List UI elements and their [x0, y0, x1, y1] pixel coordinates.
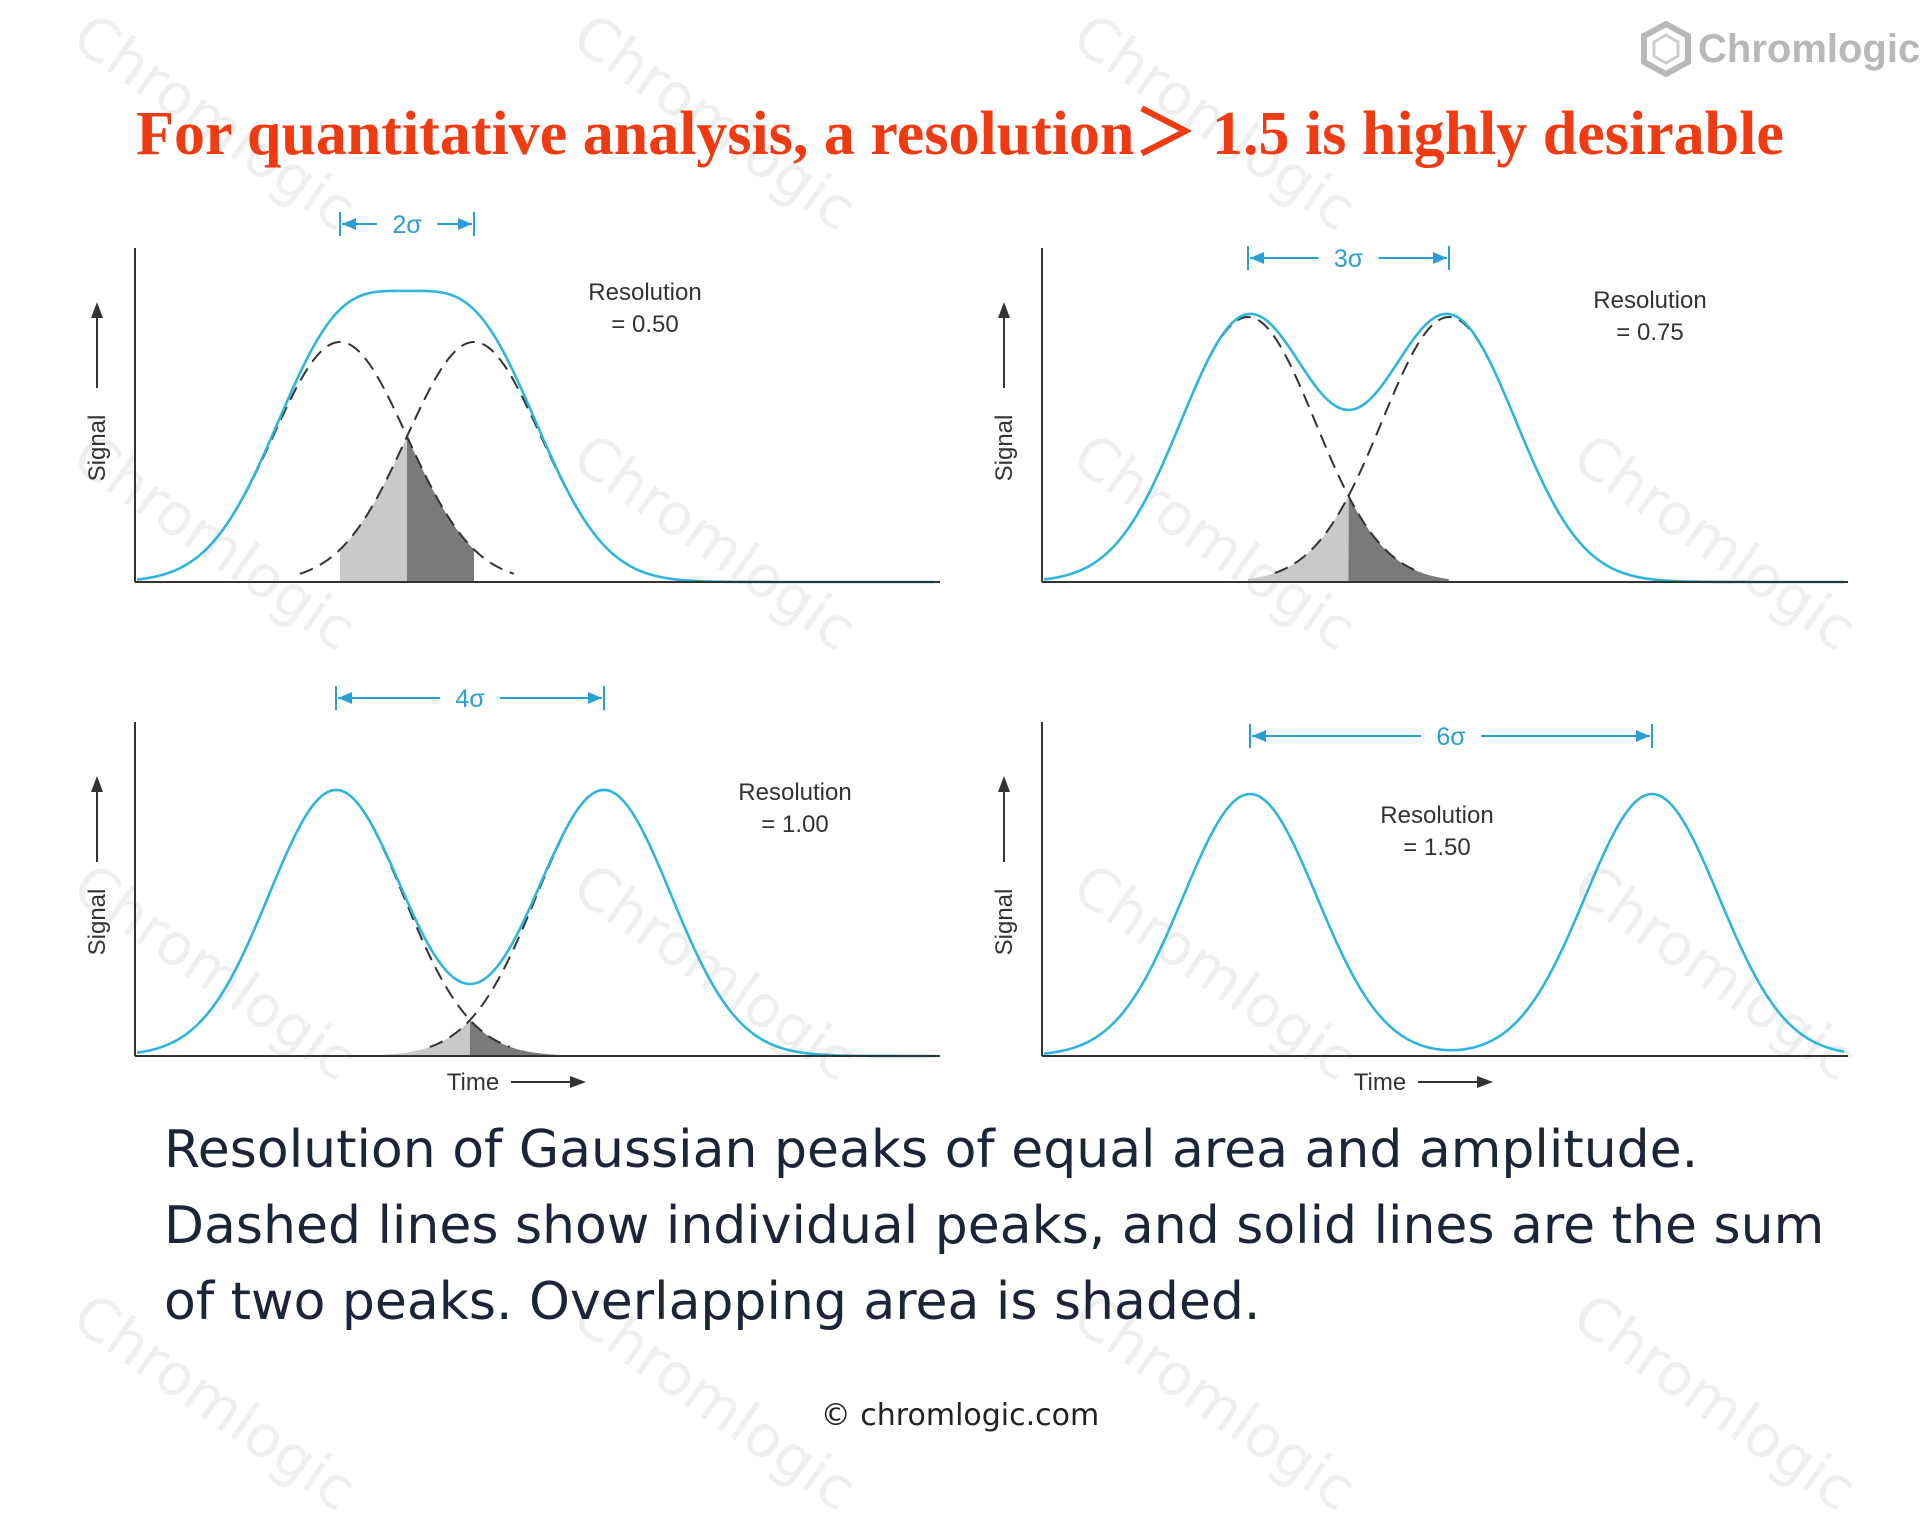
sum-curve: [136, 788, 935, 1058]
dimension-arrowhead: [1252, 730, 1266, 742]
dimension-arrowhead: [338, 692, 352, 704]
resolution-value: = 1.50: [1403, 834, 1470, 861]
dimension-arrowhead: [458, 218, 472, 230]
brand-logo: Chromlogic: [1640, 14, 1920, 84]
overlap-shade-left: [1248, 496, 1349, 582]
page-title: For quantitative analysis, a resolution＞…: [136, 100, 1784, 168]
footer-copyright: © chromlogic.com: [820, 1398, 1100, 1433]
resolution-value: = 0.50: [611, 311, 678, 338]
individual-peak-dashed: [161, 788, 511, 1048]
dimension-arrowhead: [1636, 730, 1650, 742]
peak-spacing-label: 2σ: [392, 211, 422, 239]
y-axis-label: Signal: [991, 415, 1018, 482]
resolution-label: Resolution: [738, 779, 851, 806]
y-axis-label: Signal: [991, 889, 1018, 956]
figure-caption: Resolution of Gaussian peaks of equal ar…: [164, 1112, 1864, 1340]
peak-spacing-label: 3σ: [1334, 245, 1364, 273]
overlap-shade-right: [470, 1020, 604, 1056]
y-axis-label: Signal: [84, 415, 111, 482]
overlap-shade-right: [407, 436, 474, 582]
x-axis-label: Time: [447, 1069, 499, 1096]
caption-line: Dashed lines show individual peaks, and …: [164, 1196, 1825, 1256]
y-axis-label: Signal: [84, 889, 111, 956]
peak-spacing-label: 6σ: [1436, 723, 1466, 751]
y-axis-arrowhead: [998, 776, 1010, 792]
y-axis-arrowhead: [91, 776, 103, 792]
sum-curve: [136, 289, 935, 584]
x-axis-arrowhead: [570, 1076, 586, 1088]
resolution-value: = 0.75: [1616, 319, 1683, 346]
overlap-shade-left: [336, 1020, 470, 1056]
individual-peak-dashed: [429, 788, 779, 1048]
x-axis-label: Time: [1354, 1069, 1406, 1096]
y-axis-arrowhead: [998, 302, 1010, 318]
dimension-arrowhead: [342, 218, 356, 230]
dimension-arrowhead: [1250, 252, 1264, 264]
resolution-label: Resolution: [1380, 802, 1493, 829]
caption-line: of two peaks. Overlapping area is shaded…: [164, 1272, 1261, 1332]
brand-name: Chromlogic: [1698, 26, 1920, 71]
individual-peak-dashed: [299, 340, 649, 575]
x-axis-arrowhead: [1477, 1076, 1493, 1088]
resolution-value: = 1.00: [761, 811, 828, 838]
hexagon-logo-icon: [1641, 21, 1691, 77]
sum-curve: [1043, 312, 1844, 584]
resolution-figure: Signal 2σ Resolution = 0.50 Signal 3σ Resoluti…: [84, 211, 1848, 1096]
sum-curve: [1043, 792, 1845, 1055]
peak-spacing-label: 4σ: [455, 685, 485, 713]
dimension-arrowhead: [588, 692, 602, 704]
resolution-label: Resolution: [588, 279, 701, 306]
resolution-label: Resolution: [1593, 287, 1706, 314]
caption-line: Resolution of Gaussian peaks of equal ar…: [164, 1120, 1699, 1180]
overlap-shade-right: [1348, 495, 1449, 582]
dimension-arrowhead: [1433, 252, 1447, 264]
y-axis-arrowhead: [91, 302, 103, 318]
